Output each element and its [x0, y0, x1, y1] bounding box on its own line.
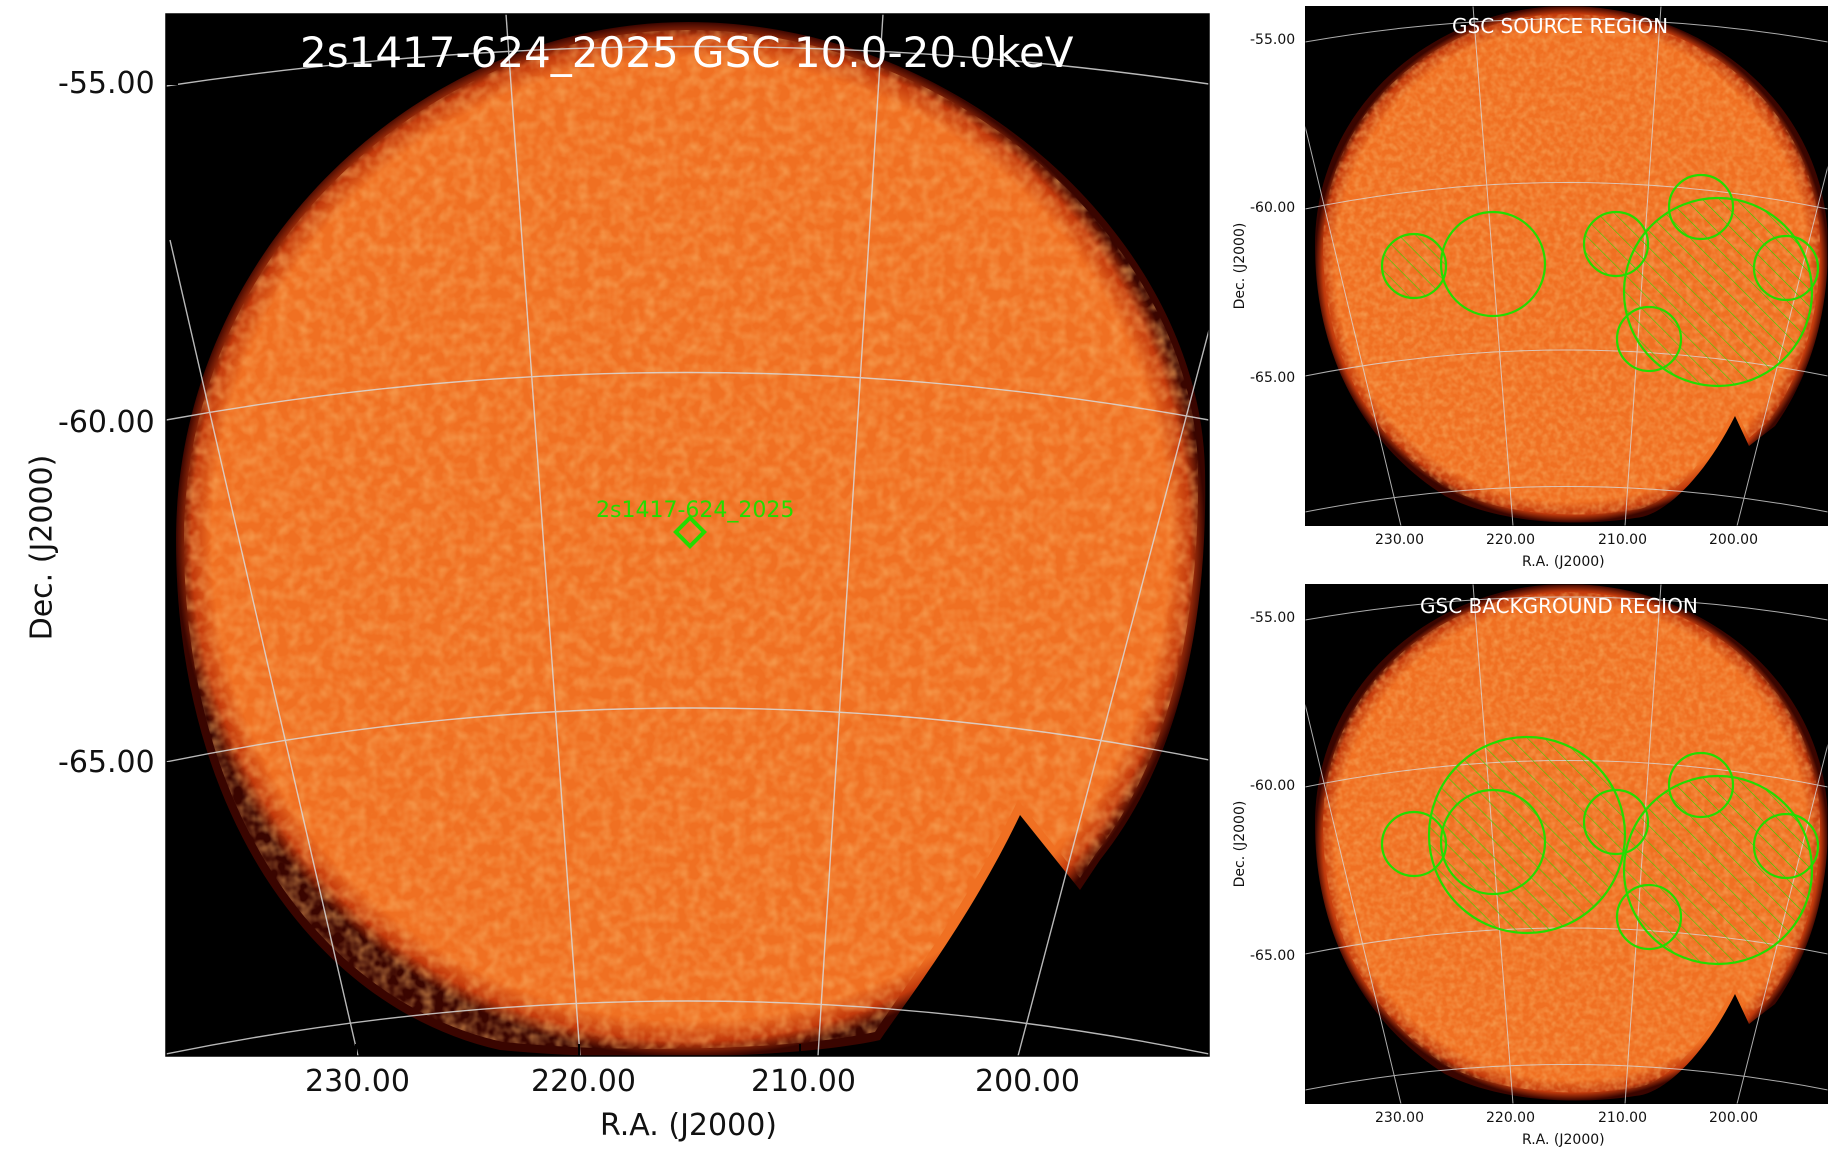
source-xlabel: R.A. (J2000): [1522, 554, 1605, 570]
main-exposure-texture: [184, 30, 1199, 1049]
source-regions: [1380, 173, 1820, 388]
region-circle: [1582, 788, 1650, 856]
background-ra-tick-label: 220.00: [1486, 1110, 1535, 1126]
background-panel-title: GSC BACKGROUND REGION: [1420, 594, 1698, 618]
source-dec-tick-label: -65.00: [1250, 370, 1296, 386]
source-ra-tick-label: 220.00: [1486, 532, 1535, 548]
main-ra-tick-label: 210.00: [751, 1064, 856, 1099]
background-dec-tick-label: -55.00: [1250, 610, 1296, 626]
source-region-panel: [1305, 6, 1828, 526]
source-coordinate-grid: [1305, 6, 1828, 526]
region-circle: [1439, 788, 1547, 896]
background-region-panel: [1305, 584, 1828, 1104]
source-label: 2s1417-624_2025: [596, 498, 795, 523]
source-dec-tick-label: -60.00: [1250, 200, 1296, 216]
region-circle: [1615, 305, 1683, 373]
background-dec-tick-label: -60.00: [1250, 778, 1296, 794]
background-regions: [1380, 735, 1820, 966]
region-circle: [1622, 196, 1814, 388]
main-plot-border: [165, 13, 1210, 1057]
main-dec-tick-label: -55.00: [58, 66, 155, 101]
background-ra-tick-label: 210.00: [1598, 1110, 1647, 1126]
region-circle: [1752, 812, 1820, 880]
region-circle: [1427, 735, 1627, 935]
main-dec-tick-label: -65.00: [58, 745, 155, 780]
source-ra-tick-label: 230.00: [1375, 532, 1424, 548]
region-circle: [1380, 810, 1448, 878]
source-dec-tick-label: -55.00: [1250, 32, 1296, 48]
region-circle: [1622, 774, 1814, 966]
main-ylabel: Dec. (J2000): [24, 454, 60, 641]
source-ra-tick-label: 210.00: [1598, 532, 1647, 548]
main-ra-tick-label: 230.00: [305, 1064, 410, 1099]
main-ra-tick-label: 200.00: [975, 1064, 1080, 1099]
region-circle: [1667, 751, 1735, 819]
region-circle: [1582, 210, 1650, 278]
background-ra-tick-label: 200.00: [1709, 1110, 1758, 1126]
region-circle: [1667, 173, 1735, 241]
region-circle: [1380, 232, 1448, 300]
background-dec-tick-label: -65.00: [1250, 948, 1296, 964]
source-ra-tick-label: 200.00: [1709, 532, 1758, 548]
green-diamond-icon: [673, 515, 707, 549]
source-panel-title: GSC SOURCE REGION: [1452, 14, 1669, 38]
source-marker: [673, 515, 707, 549]
background-ylabel: Dec. (J2000): [1232, 800, 1248, 888]
source-ylabel: Dec. (J2000): [1232, 222, 1248, 310]
main-coordinate-grid: [166, 14, 1209, 1056]
background-ra-tick-label: 230.00: [1375, 1110, 1424, 1126]
main-ra-tick-label: 220.00: [531, 1064, 636, 1099]
main-title: 2s1417-624_2025 GSC 10.0-20.0keV: [300, 28, 1074, 77]
main-tick-marks: [166, 83, 1024, 1056]
main-dec-tick-label: -60.00: [58, 405, 155, 440]
main-xlabel: R.A. (J2000): [600, 1108, 777, 1143]
background-xlabel: R.A. (J2000): [1522, 1132, 1605, 1148]
region-circle: [1752, 234, 1820, 302]
region-circle: [1615, 883, 1683, 951]
